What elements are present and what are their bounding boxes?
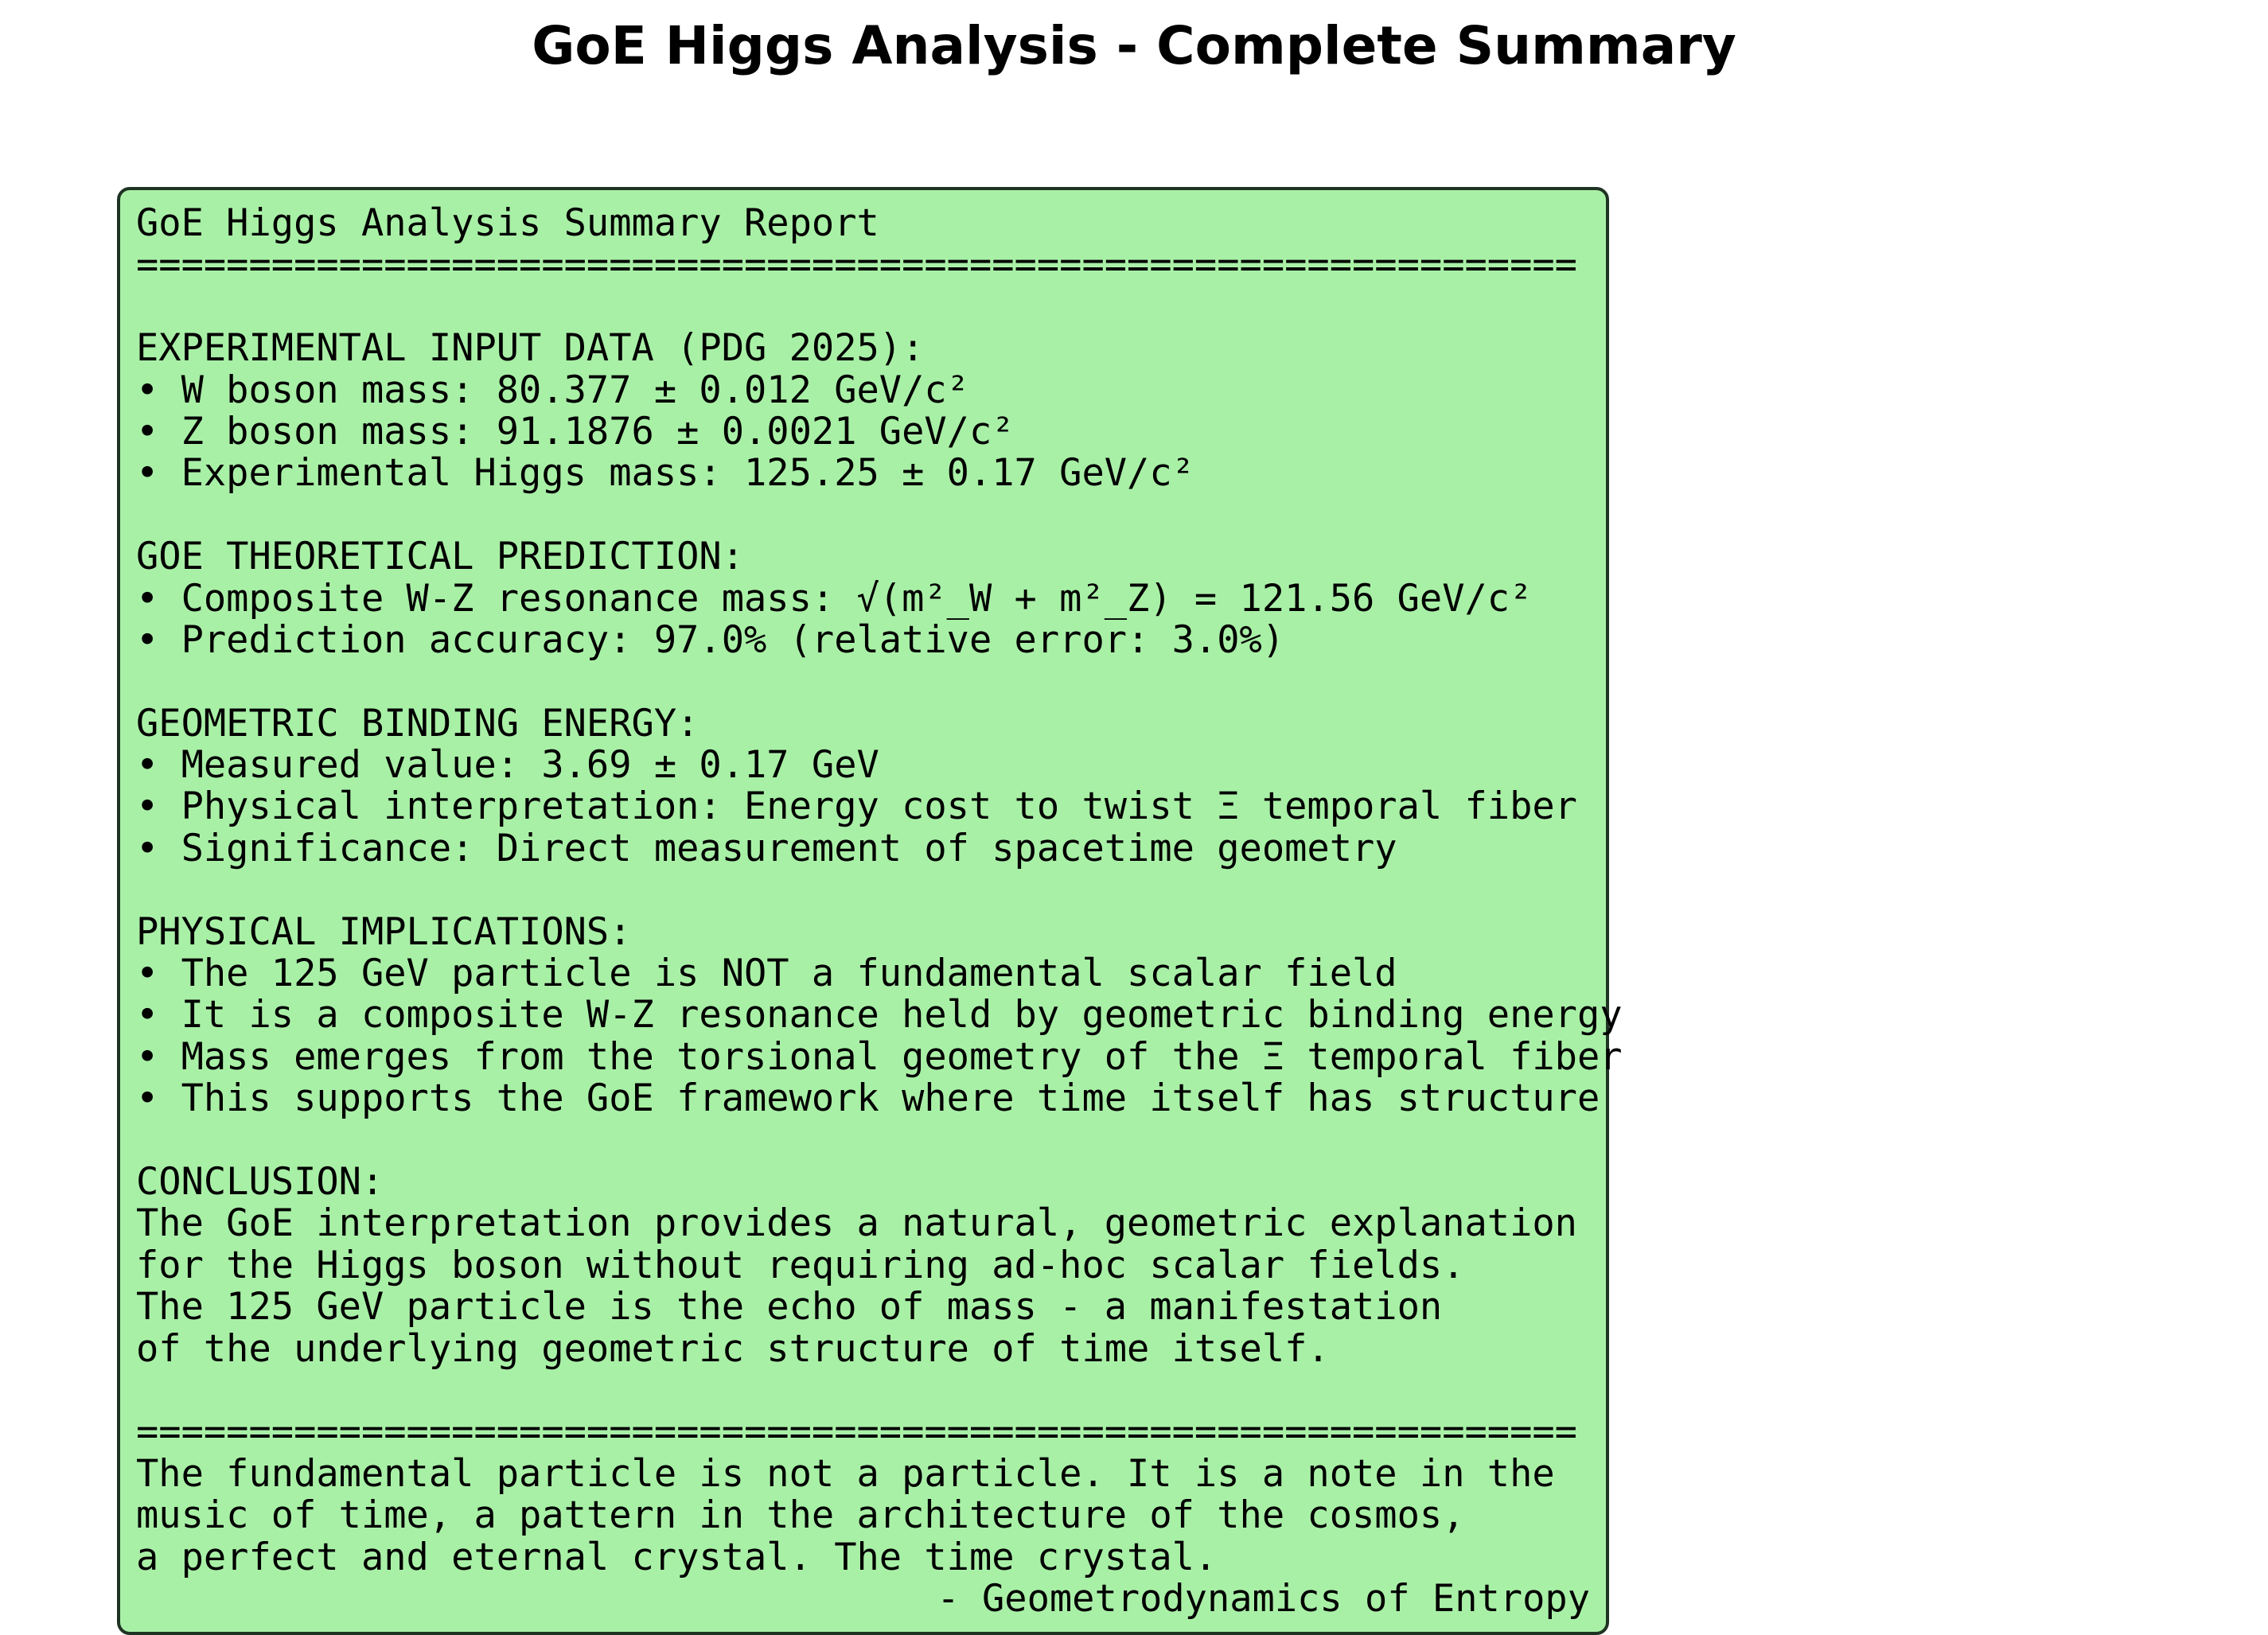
report-line: The 125 GeV particle is the echo of mass… bbox=[136, 1285, 1443, 1329]
report-line: • W boson mass: 80.377 ± 0.012 GeV/c² bbox=[136, 368, 969, 412]
report-line: CONCLUSION: bbox=[136, 1159, 384, 1204]
blank-line bbox=[136, 495, 1590, 536]
blank-line bbox=[136, 1120, 1590, 1162]
report-line: • Mass emerges from the torsional geomet… bbox=[136, 1034, 1623, 1079]
summary-report-box: GoE Higgs Analysis Summary Report =======… bbox=[117, 187, 1623, 1635]
blank-line bbox=[136, 1370, 1590, 1411]
blank-line bbox=[136, 870, 1590, 911]
report-line: The GoE interpretation provides a natura… bbox=[136, 1201, 1577, 1246]
report-line: • It is a composite W-Z resonance held b… bbox=[136, 993, 1623, 1037]
report-line: of the underlying geometric structure of… bbox=[136, 1326, 1330, 1371]
report-line: GoE Higgs Analysis Summary Report bbox=[136, 201, 879, 245]
blank-line bbox=[136, 661, 1590, 703]
report-line: • Experimental Higgs mass: 125.25 ± 0.17… bbox=[136, 451, 1194, 496]
report-line: • The 125 GeV particle is NOT a fundamen… bbox=[136, 952, 1397, 996]
report-line: • Significance: Direct measurement of sp… bbox=[136, 826, 1397, 870]
report-line: music of time, a pattern in the architec… bbox=[136, 1493, 1465, 1538]
report-line: GEOMETRIC BINDING ENERGY: bbox=[136, 701, 699, 745]
report-line: EXPERIMENTAL INPUT DATA (PDG 2025): bbox=[136, 326, 925, 371]
report-line: • This supports the GoE framework where … bbox=[136, 1076, 1600, 1121]
report-attribution: - Geometrodynamics of Entropy bbox=[937, 1576, 1590, 1621]
report-line: GOE THEORETICAL PREDICTION: bbox=[136, 535, 745, 579]
report-line: for the Higgs boson without requiring ad… bbox=[136, 1243, 1465, 1287]
report-line: PHYSICAL IMPLICATIONS: bbox=[136, 909, 632, 954]
report-line: ========================================… bbox=[136, 243, 1577, 287]
report-line: • Z boson mass: 91.1876 ± 0.0021 GeV/c² bbox=[136, 409, 1015, 454]
report-line: a perfect and eternal crystal. The time … bbox=[136, 1535, 1218, 1579]
report-line: • Measured value: 3.69 ± 0.17 GeV bbox=[136, 743, 879, 788]
report-line: • Prediction accuracy: 97.0% (relative e… bbox=[136, 617, 1285, 662]
report-line: The fundamental particle is not a partic… bbox=[136, 1451, 1555, 1496]
report-text: GoE Higgs Analysis Summary Report =======… bbox=[136, 201, 1623, 1579]
page-title: GoE Higgs Analysis - Complete Summary bbox=[532, 15, 1736, 76]
report-line: ========================================… bbox=[136, 1410, 1577, 1454]
report-line: • Physical interpretation: Energy cost t… bbox=[136, 784, 1577, 829]
blank-line bbox=[136, 286, 1590, 328]
report-line: • Composite W-Z resonance mass: √(m²_W +… bbox=[136, 576, 1533, 621]
